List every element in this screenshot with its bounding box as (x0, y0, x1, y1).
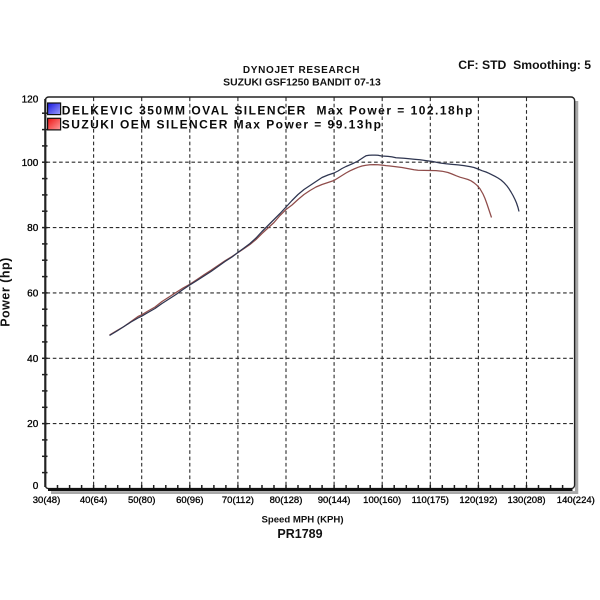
svg-text:20: 20 (27, 419, 39, 430)
svg-text:70(112): 70(112) (222, 495, 254, 506)
svg-text:PR1789: PR1789 (277, 527, 322, 541)
svg-text:DELKEVIC 350MM OVAL SILENCER: DELKEVIC 350MM OVAL SILENCER Max Power =… (62, 103, 474, 117)
svg-text:Speed MPH (KPH): Speed MPH (KPH) (261, 515, 343, 526)
svg-text:SUZUKI OEM SILENCER Max Power: SUZUKI OEM SILENCER Max Power = 99.13hp (62, 118, 383, 132)
svg-text:110(175): 110(175) (412, 495, 449, 506)
svg-text:120: 120 (22, 94, 39, 105)
svg-text:140(224): 140(224) (557, 495, 595, 506)
svg-text:30(48): 30(48) (33, 495, 60, 506)
svg-text:60: 60 (27, 289, 39, 300)
svg-text:CF: STD Smoothing: 5: CF: STD Smoothing: 5 (458, 58, 591, 72)
svg-text:SUZUKI GSF1250 BANDIT 07-13: SUZUKI GSF1250 BANDIT 07-13 (223, 78, 381, 89)
svg-text:100(160): 100(160) (363, 495, 401, 506)
svg-text:DYNOJET RESEARCH: DYNOJET RESEARCH (243, 65, 360, 76)
svg-text:90(144): 90(144) (318, 495, 351, 506)
svg-text:0: 0 (33, 481, 39, 492)
svg-text:60(96): 60(96) (176, 495, 203, 506)
svg-text:80(128): 80(128) (270, 495, 303, 506)
svg-text:40(64): 40(64) (80, 495, 107, 506)
svg-text:130(208): 130(208) (507, 495, 545, 506)
svg-text:120(192): 120(192) (459, 495, 497, 506)
svg-text:Power (hp): Power (hp) (0, 257, 13, 327)
svg-text:100: 100 (22, 158, 39, 169)
svg-text:40: 40 (27, 354, 39, 365)
svg-text:80: 80 (27, 223, 39, 234)
svg-text:50(80): 50(80) (128, 495, 155, 506)
